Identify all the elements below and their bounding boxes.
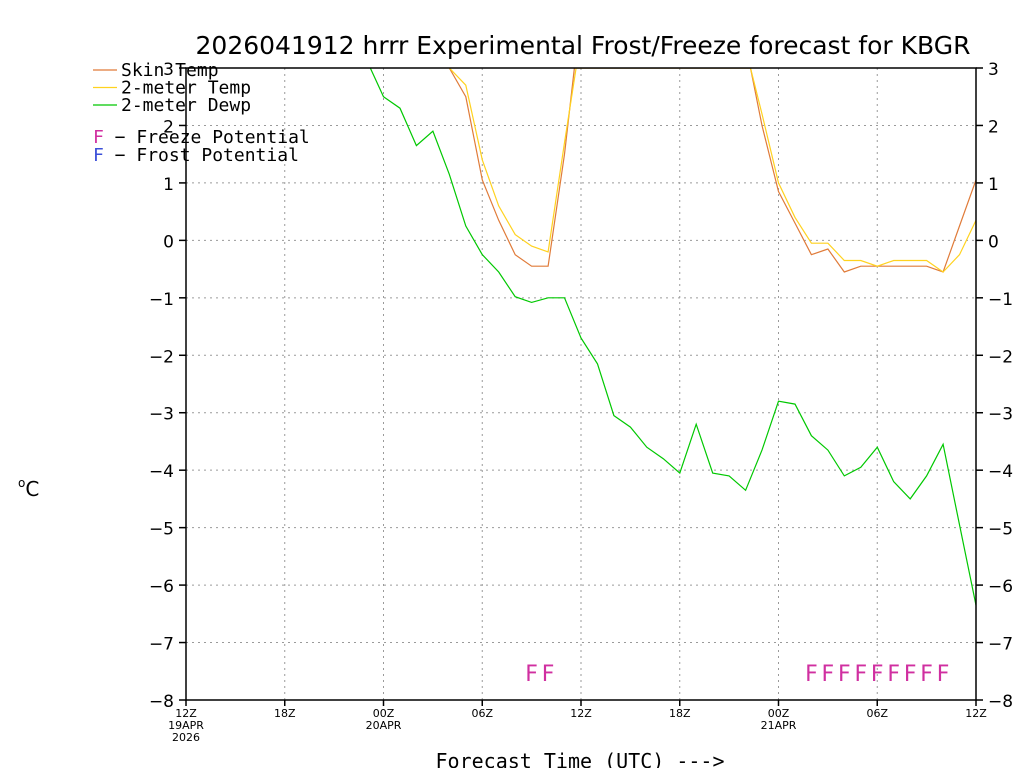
legend-label: 2-meter Temp bbox=[121, 78, 251, 99]
x-tick-label: 18Z bbox=[669, 707, 691, 720]
y-axis-label: oC bbox=[18, 476, 39, 501]
y-tick-label-left: 0 bbox=[163, 232, 174, 252]
freeze-flag: F bbox=[525, 662, 538, 687]
y-tick-label-left: −7 bbox=[149, 635, 174, 655]
legend-label: 2-meter Dewp bbox=[121, 95, 251, 116]
potential-legend-item: F − Freeze Potential bbox=[93, 127, 310, 148]
x-tick-label: 20APR bbox=[366, 719, 402, 732]
y-tick-label-left: −4 bbox=[149, 462, 174, 482]
potential-legend-letter: F bbox=[93, 127, 104, 148]
x-tick-label: 12Z bbox=[570, 707, 592, 720]
freeze-flag: F bbox=[854, 662, 867, 687]
y-tick-label-right: −4 bbox=[988, 462, 1013, 482]
x-axis-label: Forecast Time (UTC) ---> bbox=[436, 749, 725, 768]
y-tick-label-right: −8 bbox=[988, 692, 1013, 712]
series-line-2-meter-temp bbox=[448, 68, 976, 273]
x-tick-label: 12Z bbox=[965, 707, 987, 720]
freeze-flag: F bbox=[920, 662, 933, 687]
x-tick-label: 00Z bbox=[768, 707, 790, 720]
x-tick-label: 00Z bbox=[373, 707, 395, 720]
freeze-flag: F bbox=[904, 662, 917, 687]
y-tick-label-right: 3 bbox=[988, 60, 999, 80]
x-tick-label: 06Z bbox=[866, 707, 888, 720]
y-tick-label-right: −2 bbox=[988, 347, 1013, 367]
freeze-flag: F bbox=[805, 662, 818, 687]
y-tick-label-right: −1 bbox=[988, 290, 1013, 310]
plot-frame bbox=[185, 67, 977, 701]
y-axis-right: 3 2 1 0 −1 −2 −3 −4 −5 −6 −7 −8 bbox=[976, 60, 1013, 712]
freeze-flag: F bbox=[542, 662, 555, 687]
y-tick-label-right: −6 bbox=[988, 577, 1013, 597]
y-tick-label-right: −3 bbox=[988, 405, 1013, 425]
y-tick-label-right: 2 bbox=[988, 117, 999, 137]
y-tick-label-right: 0 bbox=[988, 232, 999, 252]
freeze-flag: F bbox=[838, 662, 851, 687]
y-tick-label-left: 3 bbox=[163, 60, 174, 80]
series-line-skin-temp bbox=[448, 68, 976, 273]
x-tick-label: 19APR bbox=[168, 719, 204, 732]
y-axis-label-degree: o bbox=[18, 476, 25, 490]
y-tick-label-right: −7 bbox=[988, 635, 1013, 655]
y-tick-label-right: 1 bbox=[988, 175, 999, 195]
y-tick-label-left: −8 bbox=[149, 692, 174, 712]
series-line-2-meter-dewp bbox=[369, 68, 976, 606]
potential-legend-text: − Freeze Potential bbox=[104, 127, 310, 148]
y-axis-label-unit: C bbox=[25, 477, 39, 501]
potential-legend-item: F − Frost Potential bbox=[93, 145, 299, 166]
grid bbox=[185, 67, 977, 701]
x-tick-label: 12Z bbox=[175, 707, 197, 720]
chart-title: 2026041912 hrrr Experimental Frost/Freez… bbox=[196, 31, 971, 60]
y-tick-label-left: 2 bbox=[163, 117, 174, 137]
y-tick-label-left: 1 bbox=[163, 175, 174, 195]
x-tick-label: 06Z bbox=[471, 707, 493, 720]
y-tick-label-left: −5 bbox=[149, 520, 174, 540]
x-tick-label: 2026 bbox=[172, 731, 200, 744]
freeze-flag: F bbox=[937, 662, 950, 687]
y-tick-label-left: −3 bbox=[149, 405, 174, 425]
freeze-flag: F bbox=[871, 662, 884, 687]
y-tick-label-left: −2 bbox=[149, 347, 174, 367]
potential-legend-letter: F bbox=[93, 145, 104, 166]
freeze-flag: F bbox=[822, 662, 835, 687]
x-tick-label: 21APR bbox=[761, 719, 797, 732]
y-tick-label-right: −5 bbox=[988, 520, 1013, 540]
freeze-flag: F bbox=[887, 662, 900, 687]
potential-legend-text: − Frost Potential bbox=[104, 145, 299, 166]
legend-label: Skin Temp bbox=[121, 60, 219, 81]
x-tick-label: 18Z bbox=[274, 707, 296, 720]
y-tick-label-left: −6 bbox=[149, 577, 174, 597]
y-axis-left: 3 2 1 0 −1 −2 −3 −4 −5 −6 −7 −8 bbox=[149, 60, 186, 712]
series-layer bbox=[369, 68, 976, 606]
y-tick-label-left: −1 bbox=[149, 290, 174, 310]
